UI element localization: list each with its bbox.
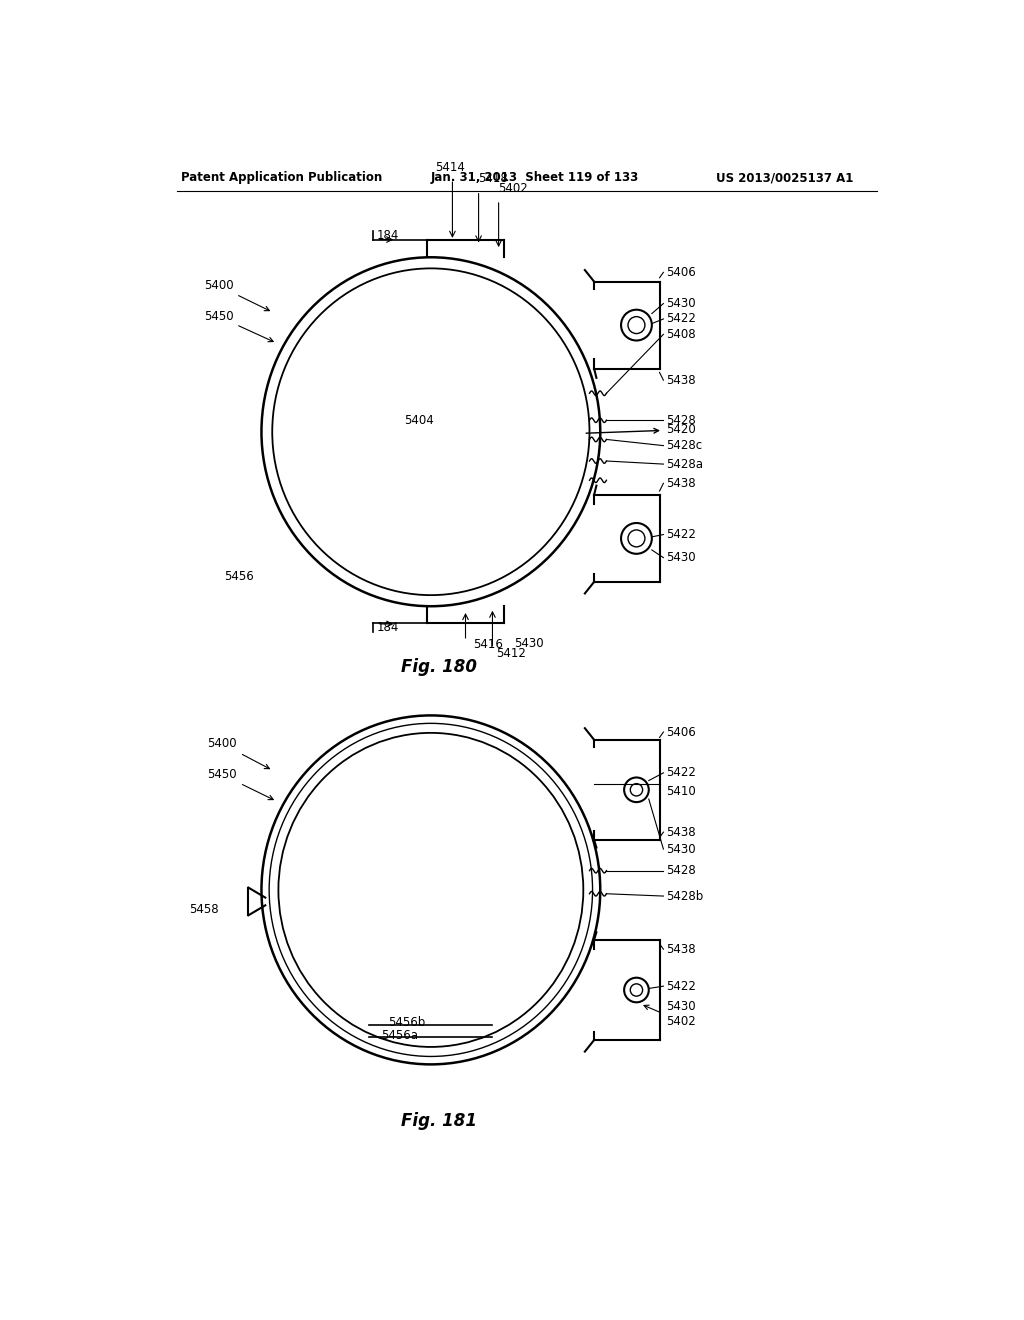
Text: 5450: 5450	[208, 768, 273, 800]
Text: 5422: 5422	[666, 313, 695, 326]
Text: 5456b: 5456b	[388, 1015, 426, 1028]
Text: 5404: 5404	[404, 413, 434, 426]
Text: 5406: 5406	[666, 265, 695, 279]
Text: 5450: 5450	[204, 310, 273, 342]
Circle shape	[628, 317, 645, 334]
Text: 5416: 5416	[473, 639, 503, 651]
Text: Fig. 181: Fig. 181	[400, 1111, 476, 1130]
Text: 5412: 5412	[497, 648, 526, 660]
Text: 5414: 5414	[435, 161, 465, 174]
Text: 5422: 5422	[666, 767, 695, 779]
Text: 5420: 5420	[586, 424, 695, 437]
Text: 5422: 5422	[666, 979, 695, 993]
Text: 5458: 5458	[189, 903, 219, 916]
Text: 5402: 5402	[644, 1005, 695, 1028]
Text: Jan. 31, 2013  Sheet 119 of 133: Jan. 31, 2013 Sheet 119 of 133	[431, 172, 639, 185]
Text: 5406: 5406	[666, 726, 695, 739]
Text: Fig. 180: Fig. 180	[400, 657, 476, 676]
Text: US 2013/0025137 A1: US 2013/0025137 A1	[716, 172, 853, 185]
Circle shape	[621, 523, 652, 554]
Text: Patent Application Publication: Patent Application Publication	[180, 172, 382, 185]
Text: 5430: 5430	[666, 1001, 695, 1014]
Text: 5410: 5410	[666, 785, 695, 797]
Text: 5408: 5408	[666, 327, 695, 341]
Text: 5438: 5438	[666, 374, 695, 387]
Circle shape	[631, 983, 643, 997]
Text: 5438: 5438	[666, 942, 695, 956]
Text: 5422: 5422	[666, 528, 695, 541]
Text: 5430: 5430	[666, 297, 695, 310]
Text: 5400: 5400	[204, 280, 269, 310]
Text: 5428c: 5428c	[666, 440, 701, 453]
Text: 5456a: 5456a	[381, 1030, 418, 1043]
Text: 5430: 5430	[514, 636, 544, 649]
Text: 5428: 5428	[666, 413, 695, 426]
Text: 5438: 5438	[666, 477, 695, 490]
Text: 5428: 5428	[666, 865, 695, 878]
Text: 5428a: 5428a	[666, 458, 702, 471]
Text: 5438: 5438	[666, 825, 695, 838]
Text: 184: 184	[377, 230, 399, 242]
Circle shape	[621, 310, 652, 341]
Text: 5456: 5456	[224, 570, 254, 583]
Text: 5430: 5430	[666, 842, 695, 855]
Circle shape	[625, 777, 649, 803]
Text: 5428b: 5428b	[666, 890, 702, 903]
Text: 5418: 5418	[478, 173, 508, 185]
Text: 184: 184	[377, 622, 399, 635]
Circle shape	[625, 978, 649, 1002]
Circle shape	[628, 529, 645, 546]
Text: 5430: 5430	[666, 552, 695, 564]
Text: 5402: 5402	[499, 182, 528, 194]
Text: 5400: 5400	[208, 738, 269, 768]
Circle shape	[631, 784, 643, 796]
